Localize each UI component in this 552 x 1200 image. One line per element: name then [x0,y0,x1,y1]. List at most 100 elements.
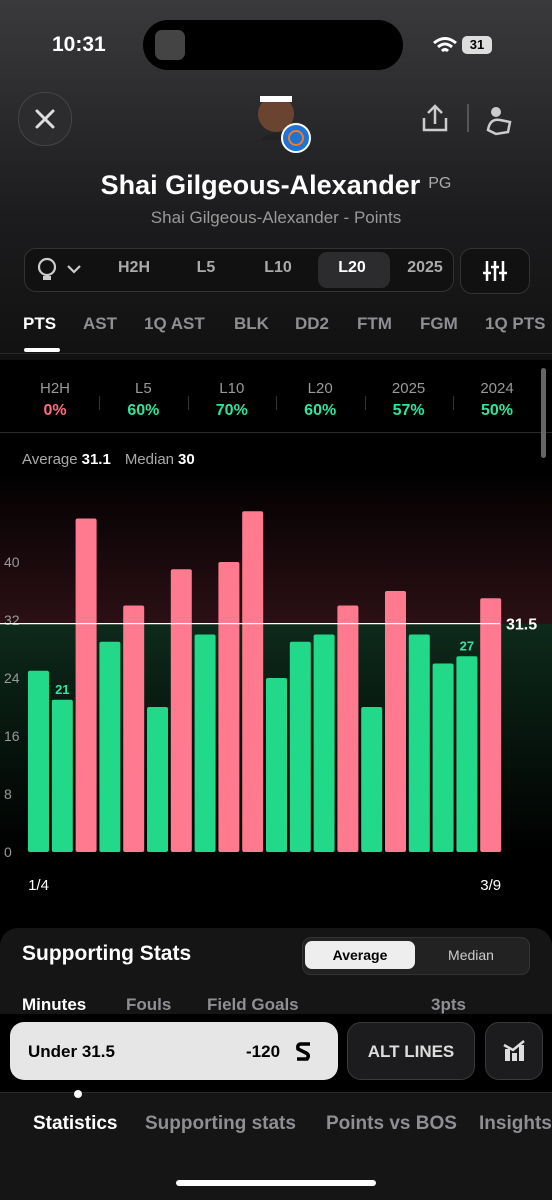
wifi-icon [433,37,457,53]
market-subtitle: Shai Gilgeous-Alexander - Points [150,208,402,227]
hit-rate-value: 57% [392,402,425,419]
hit-rate-label: H2H [39,380,70,397]
bar [99,641,121,852]
bar [313,634,335,852]
bar [123,605,145,852]
bar [361,707,383,852]
y-tick-label: 8 [4,786,12,802]
divider [0,1092,552,1093]
filter-tab[interactable]: 2025 [407,259,443,276]
home-indicator [176,1180,376,1186]
bottom-tab[interactable]: Points vs BOS [326,1113,457,1134]
filter-tab[interactable]: L5 [196,259,216,276]
filter-tab[interactable]: H2H [117,259,150,276]
stat-tab[interactable]: 1Q AST [144,314,205,333]
x-tick-label: 1/4 [28,877,49,894]
hit-rate-label: 2024 [480,380,514,397]
y-tick-label: 24 [4,670,20,686]
median-label: Median [124,451,175,468]
settings-button[interactable] [460,248,530,294]
bar [51,699,73,852]
threshold-label: 31.5 [506,617,537,634]
hit-rate-label: L20 [307,380,333,397]
status-time: 10:31 [52,33,106,56]
filter-tab[interactable]: L20 [338,259,366,276]
y-tick-label: 16 [4,728,20,744]
median-value: 30 [178,451,195,468]
player-name-text: Shai Gilgeous-Alexander [100,170,421,200]
insight-filter[interactable] [34,256,88,284]
stat-tab[interactable]: PTS [23,314,57,333]
hit-rate-value: 60% [127,402,160,419]
bar [218,562,240,852]
scrollbar [541,368,546,458]
hit-rate-divider [99,396,101,410]
alt-lines-text: ALT LINES [367,1042,455,1061]
bar [194,634,216,852]
toggle-option[interactable]: Average [305,941,415,969]
data-label: 21 [55,682,69,697]
hit-rate-divider [453,396,454,410]
y-tick-label: 32 [4,612,20,628]
hit-rate-divider [187,396,189,410]
under-button[interactable] [10,1022,338,1080]
supporting-tab[interactable]: Minutes [22,995,87,1014]
close-button[interactable] [18,92,72,146]
bottom-tab[interactable]: Statistics [33,1113,118,1134]
bet-odds: -120 [246,1042,281,1061]
bottom-tab[interactable]: Insights [479,1113,552,1134]
bar [480,598,502,852]
bar [147,707,168,852]
average-label: Average [22,451,78,468]
tab-underline [24,348,60,352]
bar [170,569,192,852]
hit-rate-divider [364,396,366,410]
active-dot [74,1090,82,1098]
bar [385,591,406,852]
alt-lines-button[interactable] [347,1022,475,1080]
bar [408,634,430,852]
hit-rate-value: 0% [43,402,67,419]
stat-tab[interactable]: FTM [357,314,392,333]
supporting-tab[interactable]: Fouls [126,995,172,1014]
stat-tab[interactable]: DD2 [295,314,330,333]
bottom-tab[interactable]: Supporting stats [145,1113,296,1134]
player-position: PG [428,175,452,192]
hit-rate-divider [276,396,278,410]
toggle-option[interactable]: Median [448,947,494,963]
summary: Average 31.1 Median 30 [22,451,209,468]
player-name: Shai Gilgeous-Alexander PG [0,170,552,201]
data-label: 27 [460,638,474,653]
supporting-tab[interactable]: 3pts [431,995,466,1014]
bar [75,518,97,852]
chart-button[interactable] [485,1022,543,1080]
player-avatar [258,96,311,153]
hit-rate-label: L5 [135,380,152,397]
bet-side: Under 31.5 [28,1042,115,1061]
stat-tab[interactable]: AST [83,314,117,333]
x-tick-label: 3/9 [480,877,501,894]
stat-tab[interactable]: 1Q PTS [485,314,546,333]
bar [337,605,359,852]
average-value: 31.1 [81,451,111,468]
supporting-title: Supporting Stats [22,942,192,965]
book-logo [296,1042,311,1061]
divider [0,432,552,433]
bar [242,511,264,852]
divider [0,353,552,354]
hit-rate-label: 2025 [391,380,426,397]
supporting-tab[interactable]: Field Goals [207,995,299,1014]
stat-tab[interactable]: FGM [420,314,458,333]
filter-active-bg [318,252,390,288]
y-tick-label: 0 [4,844,12,860]
bar [266,678,287,852]
bar [28,670,49,852]
y-tick-label: 40 [4,554,20,570]
stat-tab[interactable]: BLK [234,314,269,333]
filter-tab[interactable]: L10 [264,259,292,276]
header-actions[interactable] [420,100,530,136]
hit-rate-label: L10 [219,380,245,397]
hit-rate-value: 70% [215,402,248,419]
hit-rate-value: 60% [304,402,337,419]
